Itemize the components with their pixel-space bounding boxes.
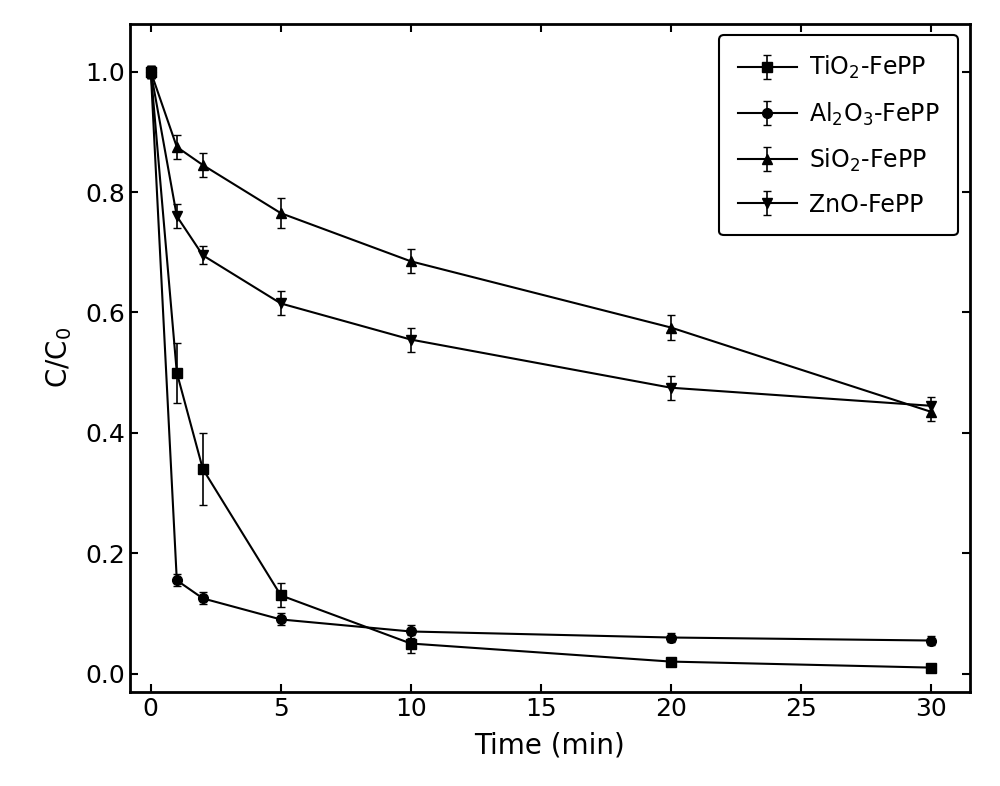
X-axis label: Time (min): Time (min) bbox=[475, 732, 625, 759]
Y-axis label: C/C$_0$: C/C$_0$ bbox=[44, 327, 74, 388]
Legend: TiO$_2$-FePP, Al$_2$O$_3$-FePP, SiO$_2$-FePP, ZnO-FePP: TiO$_2$-FePP, Al$_2$O$_3$-FePP, SiO$_2$-… bbox=[719, 35, 958, 236]
